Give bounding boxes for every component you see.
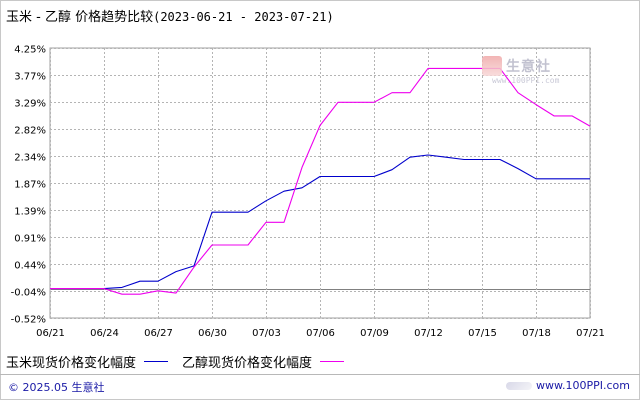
y-tick-label: 1.39% xyxy=(14,207,46,218)
x-tick-label: 07/12 xyxy=(414,328,443,339)
watermark: 生意社 www.100PPI.com xyxy=(482,56,559,85)
legend-swatch-ethanol xyxy=(320,361,345,362)
x-tick-label: 06/27 xyxy=(144,328,173,339)
series-line-corn xyxy=(50,154,590,290)
y-tick-label: -0.04% xyxy=(11,288,46,299)
watermark-name: 生意社 xyxy=(506,59,551,75)
x-tick-label: 06/30 xyxy=(198,328,227,339)
title-date-range: (2023-06-21 - 2023-07-21) xyxy=(153,10,334,24)
x-tick-label: 06/24 xyxy=(90,328,119,339)
x-tick-label: 07/09 xyxy=(360,328,389,339)
x-tick-label: 07/21 xyxy=(576,328,605,339)
y-tick-label: 3.77% xyxy=(14,72,46,83)
legend-item-ethanol: 乙醇现货价格变化幅度 xyxy=(182,352,345,371)
legend-label-corn: 玉米现货价格变化幅度 xyxy=(6,356,137,371)
footer-copyright: © 2025.05 生意社 xyxy=(8,381,105,394)
footer-site-link[interactable]: www.100PPI.com xyxy=(536,379,630,392)
x-tick-label: 07/15 xyxy=(468,328,497,339)
chart-legend: 玉米现货价格变化幅度 乙醇现货价格变化幅度 xyxy=(6,352,358,371)
legend-label-ethanol: 乙醇现货价格变化幅度 xyxy=(182,356,313,371)
y-tick-label: 4.25% xyxy=(14,45,46,56)
footer-site[interactable]: www.100PPI.com xyxy=(506,379,630,392)
y-tick-label: 0.44% xyxy=(14,261,46,272)
x-tick-label: 07/06 xyxy=(306,328,335,339)
legend-swatch-corn xyxy=(144,361,169,362)
legend-item-corn: 玉米现货价格变化幅度 xyxy=(6,352,169,371)
y-tick-label: 2.82% xyxy=(14,126,46,137)
y-tick-label: 0.91% xyxy=(14,234,46,245)
y-tick-label: 3.29% xyxy=(14,99,46,110)
watermark-url: www.100PPI.com xyxy=(492,76,560,85)
y-tick-label: 2.34% xyxy=(14,153,46,164)
y-tick-label: -0.52% xyxy=(11,315,46,326)
title-main: 玉米 - 乙醇 价格趋势比较 xyxy=(6,10,154,25)
chart-title: 玉米 - 乙醇 价格趋势比较(2023-06-21 - 2023-07-21) xyxy=(6,6,334,25)
site-logo-icon xyxy=(506,381,533,390)
x-tick-label: 06/21 xyxy=(36,328,65,339)
watermark-logo-icon xyxy=(482,56,502,76)
x-tick-label: 07/03 xyxy=(252,328,281,339)
x-tick-label: 07/18 xyxy=(522,328,551,339)
footer-divider xyxy=(0,374,640,375)
y-tick-label: 1.87% xyxy=(14,180,46,191)
